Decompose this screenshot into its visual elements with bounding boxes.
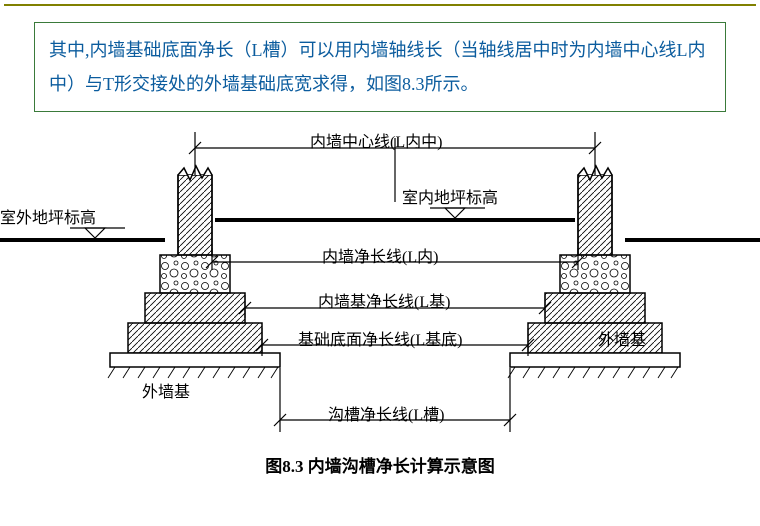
label-foundation-net: 内墙基净长线(L基) [318,288,450,312]
header-note: 其中,内墙基础底面净长（L槽）可以用内墙轴线长（当轴线居中时为内墙中心线L内中）… [34,22,726,112]
right-foundation [508,255,680,378]
diagram-container: 室外地坪标高 室内地坪标高 内墙中心线(L内中) 内墙净长线(L内) 内墙基净长… [0,120,760,500]
label-outdoor-floor: 室外地坪标高 [0,204,96,228]
label-trench-net: 沟槽净长线(L槽) [328,401,444,425]
top-accent-line [4,4,756,6]
outdoor-floor-marker [70,228,125,238]
label-wall-net: 内墙净长线(L内) [322,243,438,267]
left-wall [178,166,212,255]
header-text: 其中,内墙基础底面净长（L槽）可以用内墙轴线长（当轴线居中时为内墙中心线L内中）… [49,40,706,94]
left-foundation [108,255,280,378]
label-outer-foundation-left: 外墙基 [142,378,190,402]
label-centerline: 内墙中心线(L内中) [310,128,442,152]
label-foundation-bottom-net: 基础底面净长线(L基底) [298,326,462,350]
right-wall [578,166,612,255]
label-outer-foundation-right: 外墙基 [598,326,646,350]
figure-caption: 图8.3 内墙沟槽净长计算示意图 [0,452,760,477]
label-indoor-floor: 室内地坪标高 [402,184,498,208]
